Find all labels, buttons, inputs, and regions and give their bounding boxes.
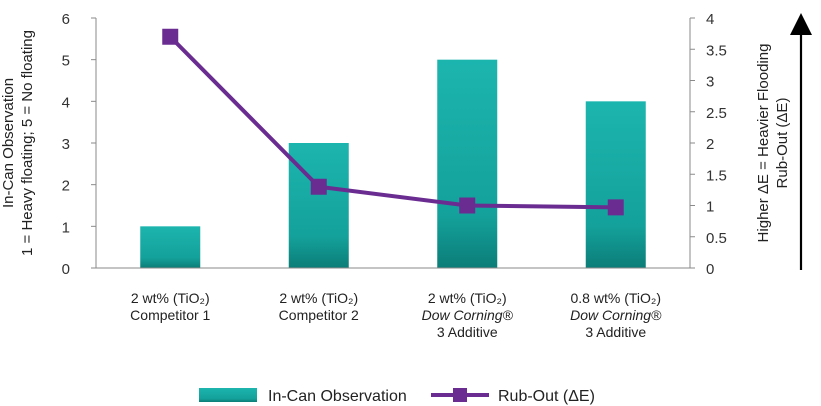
category-label-line: 2 wt% (TiO₂) bbox=[131, 290, 210, 306]
legend: In-Can Observation Rub-Out (ΔE) bbox=[199, 388, 595, 405]
right-tick-label: 2.5 bbox=[706, 105, 727, 122]
bar-in-can bbox=[288, 143, 349, 268]
rub-out-point bbox=[459, 197, 476, 214]
left-tick-label: 3 bbox=[62, 136, 70, 153]
right-tick-label: 2 bbox=[706, 136, 714, 153]
left-axis-title-line-1: In-Can Observation bbox=[0, 78, 17, 208]
category-label-line: Competitor 2 bbox=[279, 307, 359, 323]
left-tick-label: 5 bbox=[62, 53, 70, 70]
category-label-line: 0.8 wt% (TiO₂) bbox=[571, 290, 661, 306]
left-tick-label: 0 bbox=[62, 261, 70, 278]
bar-in-can bbox=[437, 59, 498, 268]
right-tick-label: 3 bbox=[706, 74, 714, 91]
right-tick-label: 1 bbox=[706, 199, 714, 216]
category-label-line: 2 wt% (TiO₂) bbox=[428, 290, 507, 306]
category-label-line: Dow Corning® bbox=[570, 307, 662, 323]
legend-label-rub-out: Rub-Out (ΔE) bbox=[498, 388, 595, 405]
right-tick-label: 4 bbox=[706, 11, 714, 28]
right-tick-label: 3.5 bbox=[706, 42, 727, 59]
category-labels: 2 wt% (TiO₂)Competitor 12 wt% (TiO₂)Comp… bbox=[130, 290, 662, 340]
right-tick-label: 0.5 bbox=[706, 230, 727, 247]
left-axis-ticks: 0 1 2 3 4 5 6 bbox=[62, 11, 96, 278]
category-label-line: Competitor 1 bbox=[130, 307, 210, 323]
category-label-line: Dow Corning® bbox=[422, 307, 514, 323]
right-axis-title-line-1: Higher ΔE = Heavier Flooding bbox=[755, 44, 772, 243]
plot-area bbox=[95, 18, 691, 269]
left-tick-label: 6 bbox=[62, 11, 70, 28]
rub-out-point bbox=[310, 178, 327, 195]
right-tick-label: 1.5 bbox=[706, 167, 727, 184]
rub-out-line bbox=[168, 35, 616, 210]
left-axis-title-line-2: 1 = Heavy floating; 5 = No floating bbox=[19, 30, 36, 256]
category-label-line: 3 Additive bbox=[585, 324, 646, 340]
right-axis-title-line-2: Rub-Out (ΔE) bbox=[774, 98, 791, 189]
category-label-line: 2 wt% (TiO₂) bbox=[279, 290, 358, 306]
legend-label-in-can: In-Can Observation bbox=[268, 388, 407, 405]
left-axis-title: In-Can Observation 1 = Heavy floating; 5… bbox=[0, 30, 36, 256]
legend-swatch-in-can bbox=[199, 388, 257, 402]
bar-in-can bbox=[140, 226, 201, 268]
left-tick-label: 1 bbox=[62, 219, 70, 236]
rub-out-point bbox=[607, 199, 624, 216]
legend-swatch-rub-out-marker bbox=[453, 388, 467, 402]
right-tick-label: 0 bbox=[706, 261, 714, 278]
left-tick-label: 2 bbox=[62, 178, 70, 195]
category-label-line: 3 Additive bbox=[437, 324, 498, 340]
rub-out-point bbox=[162, 28, 179, 45]
right-axis-title: Higher ΔE = Heavier Flooding Rub-Out (ΔE… bbox=[755, 44, 791, 243]
bar-in-can bbox=[585, 101, 646, 268]
right-axis-ticks: 0 0.5 1 1.5 2 2.5 3 3.5 4 bbox=[690, 11, 727, 278]
left-tick-label: 4 bbox=[62, 94, 70, 111]
